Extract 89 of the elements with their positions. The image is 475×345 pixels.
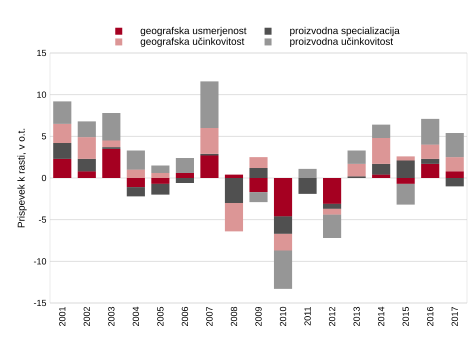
bar: [102, 112, 120, 140]
bar: [274, 216, 292, 234]
bar: [348, 164, 366, 176]
bar: [126, 187, 145, 196]
bar: [396, 184, 415, 205]
x-tick-label: 2014: [378, 306, 384, 326]
bar: [176, 173, 194, 178]
bar: [53, 101, 72, 124]
bar: [323, 208, 342, 215]
bar: [224, 203, 244, 232]
bar: [396, 178, 415, 184]
x-tick-label: 2003: [108, 306, 115, 326]
y-tick-label: 0: [42, 174, 46, 182]
legend-label: geografska učinkovitost: [140, 38, 244, 47]
bar: [102, 148, 120, 178]
bar: [53, 143, 72, 159]
bar: [249, 192, 268, 202]
bar: [396, 160, 415, 178]
y-axis-title: Prispevek k rasti, v o.t.: [17, 128, 27, 228]
bar: [274, 178, 292, 216]
bar: [249, 157, 268, 168]
bar: [78, 121, 96, 138]
legend-label: geografska usmerjenost: [140, 26, 246, 36]
bar: [298, 178, 317, 194]
bar: [53, 124, 72, 143]
bar: [372, 164, 390, 175]
legend-label: proizvodna specializacija: [290, 26, 400, 36]
bar: [421, 144, 440, 159]
bar: [151, 184, 170, 195]
bar: [446, 171, 464, 178]
bar: [200, 128, 219, 154]
bar: [298, 168, 317, 178]
bar: [249, 168, 268, 178]
bar: [274, 234, 292, 250]
y-tick-label: -5: [38, 216, 46, 223]
bar: [78, 171, 96, 178]
x-tick-label: 2016: [427, 306, 434, 326]
bar: [323, 214, 342, 238]
bar: [176, 178, 194, 183]
bar: [224, 178, 244, 203]
x-tick-label: 2005: [157, 306, 164, 326]
bar: [224, 174, 244, 178]
bar: [396, 156, 415, 160]
y-tick-label: 5: [42, 133, 46, 140]
x-tick-label: 2001: [59, 306, 66, 326]
x-tick-label: 2002: [84, 306, 90, 326]
x-tick-label: 2010: [280, 306, 286, 326]
bar: [151, 178, 170, 184]
bar: [323, 204, 342, 209]
y-tick-label: 15: [37, 50, 46, 56]
bar: [176, 158, 194, 173]
bar: [200, 156, 219, 178]
bar: [151, 166, 170, 173]
bar: [102, 140, 120, 148]
bar: [274, 250, 292, 289]
x-tick-label: 2004: [132, 306, 140, 326]
bar: [421, 118, 440, 145]
bar: [53, 158, 72, 178]
bar: [78, 137, 96, 159]
bar: [348, 150, 366, 164]
bar: [126, 150, 145, 170]
x-tick-label: 2006: [182, 306, 188, 326]
y-tick-label: 10: [37, 91, 46, 98]
bar: [126, 170, 145, 178]
x-tick-label: 2015: [402, 306, 409, 326]
bar: [446, 178, 464, 186]
bar: [126, 178, 145, 188]
bar: [421, 158, 440, 164]
legend-label: proizvodna učinkovitost: [290, 38, 394, 47]
bar: [421, 164, 440, 178]
y-tick-label: -10: [34, 258, 46, 265]
x-tick-label: 2008: [230, 306, 238, 326]
x-tick-label: 2017: [452, 306, 458, 326]
bar: [446, 133, 464, 158]
bar: [151, 173, 170, 178]
y-tick-label: -15: [34, 300, 46, 306]
bar: [249, 178, 268, 192]
bar: [372, 138, 390, 164]
bar: [323, 178, 342, 204]
bar: [200, 81, 219, 128]
x-tick-label: 2012: [328, 306, 336, 326]
x-tick-label: 2011: [304, 306, 311, 326]
bar: [372, 124, 390, 138]
x-tick-label: 2009: [255, 306, 262, 326]
x-tick-label: 2007: [206, 306, 213, 326]
x-tick-label: 2013: [353, 306, 360, 326]
bar: [446, 157, 464, 172]
bar: [372, 174, 390, 178]
bar: [78, 158, 96, 172]
